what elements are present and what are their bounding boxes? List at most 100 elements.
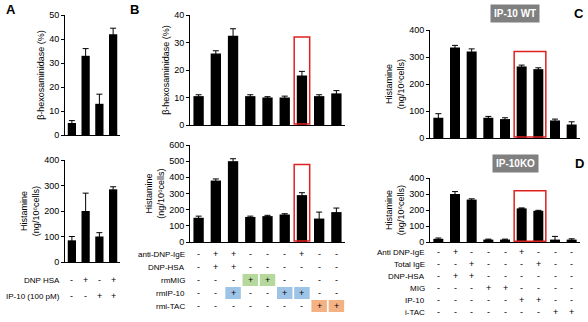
svg-text:+: + — [97, 291, 102, 301]
svg-text:β-hexosaminidase (%): β-hexosaminidase (%) — [161, 25, 171, 115]
svg-text:+: + — [83, 275, 88, 285]
svg-text:-: - — [537, 247, 540, 257]
svg-text:+: + — [111, 291, 116, 301]
svg-text:DNP HSA: DNP HSA — [24, 276, 60, 285]
svg-text:-: - — [197, 249, 200, 259]
svg-text:+: + — [317, 301, 322, 311]
svg-text:+: + — [231, 249, 236, 259]
svg-text:-: - — [554, 271, 557, 281]
svg-text:100: 100 — [409, 106, 424, 116]
svg-text:-: - — [300, 301, 303, 311]
svg-text:+: + — [299, 249, 304, 259]
svg-text:-: - — [487, 295, 490, 305]
svg-text:Histamine(ng/10⁶cells): Histamine(ng/10⁶cells) — [384, 185, 406, 235]
svg-text:-: - — [283, 275, 286, 285]
svg-text:-: - — [537, 307, 540, 317]
svg-text:-: - — [454, 307, 457, 317]
svg-text:40: 40 — [174, 10, 184, 20]
svg-text:-: - — [318, 249, 321, 259]
svg-text:-: - — [84, 291, 87, 301]
svg-text:B: B — [130, 2, 139, 17]
svg-text:-: - — [197, 275, 200, 285]
svg-text:D: D — [575, 156, 584, 171]
svg-text:30: 30 — [174, 38, 184, 48]
svg-text:-: - — [487, 271, 490, 281]
svg-text:-: - — [318, 288, 321, 298]
svg-text:0: 0 — [419, 133, 424, 143]
svg-text:-: - — [504, 259, 507, 269]
svg-text:-: - — [249, 301, 252, 311]
svg-text:-: - — [214, 275, 217, 285]
svg-text:IP-10 (100 pM): IP-10 (100 pM) — [6, 292, 60, 301]
svg-text:0: 0 — [419, 237, 424, 247]
svg-text:50: 50 — [49, 10, 59, 20]
svg-text:-: - — [487, 307, 490, 317]
svg-text:+: + — [231, 262, 236, 272]
svg-text:+: + — [503, 283, 508, 293]
svg-text:+: + — [519, 295, 524, 305]
svg-text:-: - — [283, 301, 286, 311]
svg-text:400: 400 — [44, 155, 59, 165]
svg-text:Anti DNP-IgE: Anti DNP-IgE — [377, 248, 425, 257]
svg-text:Histamine(ng/10⁶cells): Histamine(ng/10⁶cells) — [19, 186, 41, 236]
svg-text:rmMIG: rmMIG — [161, 276, 185, 285]
svg-text:+: + — [213, 262, 218, 272]
svg-text:-: - — [470, 307, 473, 317]
svg-text:-: - — [437, 295, 440, 305]
svg-text:-: - — [487, 247, 490, 257]
svg-text:IP-10KO: IP-10KO — [496, 158, 535, 169]
svg-text:-: - — [266, 301, 269, 311]
svg-text:+: + — [213, 249, 218, 259]
svg-text:0: 0 — [54, 257, 59, 267]
svg-text:-: - — [70, 291, 73, 301]
svg-text:20: 20 — [174, 65, 184, 75]
svg-text:400: 400 — [169, 172, 184, 182]
svg-text:C: C — [574, 6, 584, 21]
svg-text:-: - — [318, 275, 321, 285]
svg-text:-: - — [214, 301, 217, 311]
svg-text:-: - — [266, 288, 269, 298]
svg-text:-: - — [470, 283, 473, 293]
svg-text:-: - — [214, 288, 217, 298]
svg-text:-: - — [454, 259, 457, 269]
svg-text:0: 0 — [179, 237, 184, 247]
svg-text:-: - — [570, 259, 573, 269]
svg-text:+: + — [536, 295, 541, 305]
svg-text:500: 500 — [169, 156, 184, 166]
svg-text:-: - — [520, 259, 523, 269]
svg-text:IP-10 WT: IP-10 WT — [494, 8, 536, 19]
svg-text:100: 100 — [169, 221, 184, 231]
svg-text:rmi-TAC: rmi-TAC — [156, 302, 185, 311]
svg-text:-: - — [554, 247, 557, 257]
svg-text:-: - — [520, 283, 523, 293]
svg-text:-: - — [504, 247, 507, 257]
svg-text:β-hexosaminidase (%): β-hexosaminidase (%) — [36, 30, 46, 120]
svg-text:-: - — [437, 259, 440, 269]
svg-text:200: 200 — [409, 205, 424, 215]
svg-text:Histamine(ng/10⁶cells): Histamine(ng/10⁶cells) — [144, 168, 166, 218]
svg-text:-: - — [197, 262, 200, 272]
svg-text:+: + — [111, 275, 116, 285]
svg-text:100: 100 — [44, 232, 59, 242]
svg-text:40: 40 — [49, 34, 59, 44]
svg-text:400: 400 — [409, 173, 424, 183]
svg-text:anti-DNP-IgE: anti-DNP-IgE — [138, 250, 185, 259]
svg-text:-: - — [570, 271, 573, 281]
svg-text:-: - — [537, 271, 540, 281]
svg-text:-: - — [437, 283, 440, 293]
svg-text:400: 400 — [409, 25, 424, 35]
svg-text:-: - — [504, 307, 507, 317]
svg-text:+: + — [469, 271, 474, 281]
svg-text:30: 30 — [49, 58, 59, 68]
svg-text:-: - — [537, 283, 540, 293]
svg-text:-: - — [335, 262, 338, 272]
svg-text:-: - — [487, 259, 490, 269]
svg-text:-: - — [335, 275, 338, 285]
svg-text:-: - — [554, 283, 557, 293]
svg-text:-: - — [283, 262, 286, 272]
svg-text:Total IgE: Total IgE — [394, 260, 425, 269]
svg-text:+: + — [282, 288, 287, 298]
svg-text:+: + — [265, 275, 270, 285]
svg-text:300: 300 — [169, 189, 184, 199]
svg-text:MIG: MIG — [410, 284, 425, 293]
